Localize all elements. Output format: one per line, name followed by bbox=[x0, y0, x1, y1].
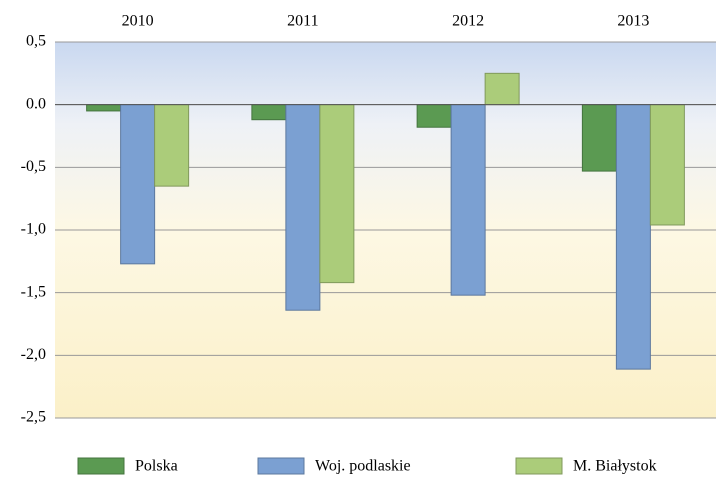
bar bbox=[649, 104, 685, 226]
y-tick-label: 0.0 bbox=[26, 95, 46, 112]
bar bbox=[251, 104, 287, 121]
bar bbox=[86, 104, 122, 112]
legend-label: Polska bbox=[135, 458, 178, 475]
bar bbox=[615, 104, 651, 370]
y-tick-label: -1,0 bbox=[21, 221, 46, 238]
legend-swatch bbox=[77, 457, 125, 475]
bar bbox=[484, 72, 520, 106]
y-tick-label: -0,5 bbox=[21, 158, 46, 175]
bar bbox=[319, 104, 355, 284]
x-tick-label: 2011 bbox=[287, 13, 318, 30]
legend-swatch bbox=[257, 457, 305, 475]
legend-swatch bbox=[515, 457, 563, 475]
x-tick-label: 2010 bbox=[122, 13, 154, 30]
y-tick-label: -2,0 bbox=[21, 346, 46, 363]
bar bbox=[416, 104, 452, 128]
bar bbox=[450, 104, 486, 296]
legend-label: Woj. podlaskie bbox=[315, 458, 411, 475]
x-tick-label: 2013 bbox=[617, 13, 649, 30]
bar bbox=[120, 104, 156, 265]
y-tick-label: 0,5 bbox=[26, 33, 46, 50]
bar bbox=[285, 104, 321, 311]
legend-label: M. Białystok bbox=[573, 458, 657, 475]
bar bbox=[581, 104, 617, 172]
bar bbox=[154, 104, 190, 187]
y-tick-label: -2,5 bbox=[21, 409, 46, 426]
x-tick-label: 2012 bbox=[452, 13, 484, 30]
y-tick-label: -1,5 bbox=[21, 283, 46, 300]
